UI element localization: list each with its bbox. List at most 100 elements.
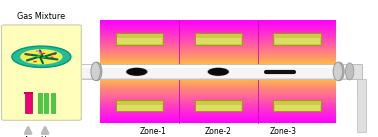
Bar [100,32,336,34]
Bar [116,33,163,45]
Bar [100,26,336,28]
Bar [100,119,336,120]
Bar [100,67,336,69]
Bar [100,88,336,89]
Bar [100,25,336,27]
Bar [100,52,336,53]
Text: Gas Mixture: Gas Mixture [17,12,65,21]
Bar [100,43,336,44]
Bar [100,53,336,54]
Bar [32,64,346,79]
Bar [100,97,336,99]
Bar [100,48,336,49]
Bar [100,99,336,101]
Circle shape [36,50,39,52]
Bar [100,113,336,114]
Circle shape [42,53,45,54]
Bar [195,100,242,112]
Bar [273,100,321,112]
Bar [100,100,336,102]
Circle shape [20,49,63,65]
Bar [100,54,336,55]
Bar [100,41,336,42]
Bar [100,94,336,96]
Ellipse shape [92,62,102,81]
Bar [38,93,42,113]
Bar [100,63,336,65]
Bar [100,78,336,79]
Bar [100,22,336,24]
Bar [100,118,336,119]
Circle shape [52,54,56,55]
Bar [100,39,336,40]
Bar [100,82,336,83]
Ellipse shape [28,64,36,79]
Bar [100,68,336,70]
Bar [100,73,336,74]
Bar [100,42,336,43]
Circle shape [12,46,71,67]
Bar [100,35,336,36]
Bar [100,75,336,76]
Text: H₂: H₂ [41,136,50,137]
Bar [100,98,336,100]
Bar [44,93,48,113]
Circle shape [37,55,41,57]
Bar [25,92,33,95]
Bar [100,23,336,25]
Ellipse shape [208,68,229,76]
Bar [100,38,336,39]
Bar [196,38,241,44]
Bar [100,114,336,115]
Bar [100,120,336,121]
Bar [100,90,336,92]
Bar [100,65,336,67]
Bar [100,93,336,95]
Bar [100,102,336,104]
Circle shape [42,56,46,58]
Bar [100,116,336,117]
Circle shape [50,57,54,58]
Circle shape [38,52,42,54]
Bar [100,61,336,63]
Bar [100,103,336,105]
Ellipse shape [345,63,354,80]
Bar [100,96,336,98]
Ellipse shape [91,62,100,81]
Bar [100,104,336,106]
Bar [100,110,336,111]
FancyBboxPatch shape [2,25,81,120]
Bar [100,112,336,113]
Bar [100,27,336,29]
Bar [100,57,336,59]
Text: Ar: Ar [24,136,33,137]
Bar [100,74,336,75]
Bar [100,36,336,37]
Bar [100,40,336,41]
Circle shape [33,61,37,62]
Bar [100,92,336,93]
Bar [274,105,319,111]
Bar [100,121,336,122]
Circle shape [36,56,40,58]
Bar [357,79,366,132]
Bar [100,70,336,72]
Ellipse shape [126,68,147,76]
Bar [347,64,362,79]
Bar [100,115,336,116]
Bar [100,76,336,77]
Bar [100,64,336,66]
Bar [100,111,336,112]
Bar [100,83,336,84]
Bar [100,79,336,80]
Bar [100,89,336,90]
Bar [100,101,336,103]
Bar [100,46,336,47]
Bar [100,62,336,64]
Bar [100,80,336,81]
Bar [100,20,336,22]
Bar [32,78,346,79]
Bar [100,66,336,68]
Bar [100,34,336,35]
Bar [117,38,162,44]
